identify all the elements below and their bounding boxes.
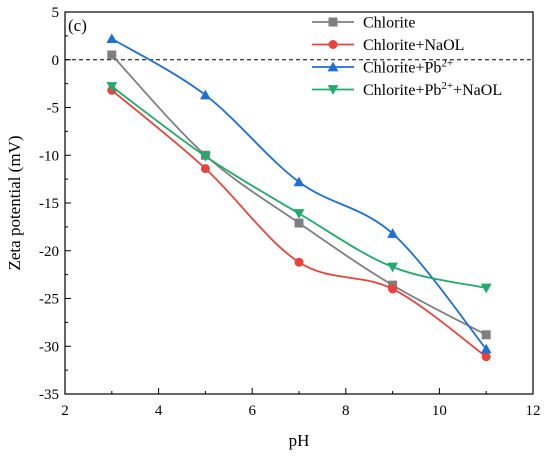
data-point — [294, 257, 304, 267]
series-4 — [106, 82, 492, 294]
data-point — [481, 330, 491, 340]
legend-label-superscript: 2+ — [441, 80, 453, 92]
data-point — [200, 164, 210, 174]
legend-label-superscript: 2+ — [441, 58, 453, 70]
legend-label: Chlorite+Pb2++NaOL — [363, 80, 502, 99]
x-tick-label: 12 — [526, 403, 541, 419]
legend-label: Chlorite — [363, 15, 415, 32]
data-point — [481, 352, 491, 362]
axes-group — [64, 11, 534, 395]
x-tick-label: 6 — [248, 403, 256, 419]
legend-entry: Chlorite+Pb2+ — [312, 58, 453, 77]
data-point — [200, 89, 211, 100]
legend-label-base: Chlorite+NaOL — [363, 37, 464, 54]
y-tick-label: -15 — [39, 196, 59, 212]
x-tick-label: 4 — [155, 403, 163, 419]
legend-label: Chlorite+Pb2+ — [363, 58, 453, 77]
y-tick-label: -10 — [39, 148, 59, 164]
data-point — [200, 151, 211, 162]
plot-frame — [64, 11, 534, 395]
y-tick-label: -30 — [39, 339, 59, 355]
legend-entry: Chlorite+Pb2++NaOL — [312, 80, 502, 99]
data-point — [387, 262, 398, 273]
data-point — [388, 284, 398, 294]
series-3 — [106, 33, 492, 354]
x-axis-title: pH — [289, 431, 310, 450]
legend-label-base: Chlorite+Pb — [363, 82, 441, 99]
data-point — [480, 283, 492, 294]
x-tick-label: 8 — [342, 403, 350, 419]
data-point — [293, 176, 305, 187]
legend-marker — [328, 17, 338, 27]
legend-marker — [327, 85, 339, 95]
y-tick-label: -20 — [39, 244, 59, 260]
data-point — [294, 218, 304, 228]
data-point — [480, 343, 492, 354]
data-point — [106, 33, 118, 44]
y-tick-label: -5 — [47, 101, 60, 117]
data-point — [387, 228, 398, 238]
y-tick-label: -25 — [39, 292, 59, 308]
legend-entry: Chlorite — [312, 15, 415, 32]
x-tick-label: 2 — [61, 403, 69, 419]
y-tick-label: 0 — [52, 53, 60, 69]
y-axis-title: Zeta potential (mV) — [5, 135, 24, 270]
ticks-group: 2 4 6 8 10 12 5 0 -5 -10 -15 -20 -25 -30 -35 — [39, 5, 541, 419]
legend-entry: Chlorite+NaOL — [312, 37, 464, 54]
legend-label: Chlorite+NaOL — [363, 37, 464, 54]
legend-label-base: Chlorite+Pb — [363, 60, 441, 77]
legend-label-tail: +NaOL — [453, 82, 502, 99]
data-point — [107, 50, 117, 60]
x-tick-label: 10 — [432, 403, 447, 419]
y-tick-label: 5 — [52, 5, 60, 21]
data-point — [293, 209, 305, 219]
legend-marker — [328, 40, 338, 49]
panel-label: (c) — [68, 16, 87, 35]
data-point — [106, 82, 118, 92]
legend-label-base: Chlorite — [363, 15, 415, 32]
legend: ChloriteChlorite+NaOLChlorite+Pb2+Chlori… — [312, 15, 502, 99]
y-tick-label: -35 — [39, 387, 59, 403]
legend-marker — [327, 61, 339, 72]
series-group — [106, 33, 492, 362]
